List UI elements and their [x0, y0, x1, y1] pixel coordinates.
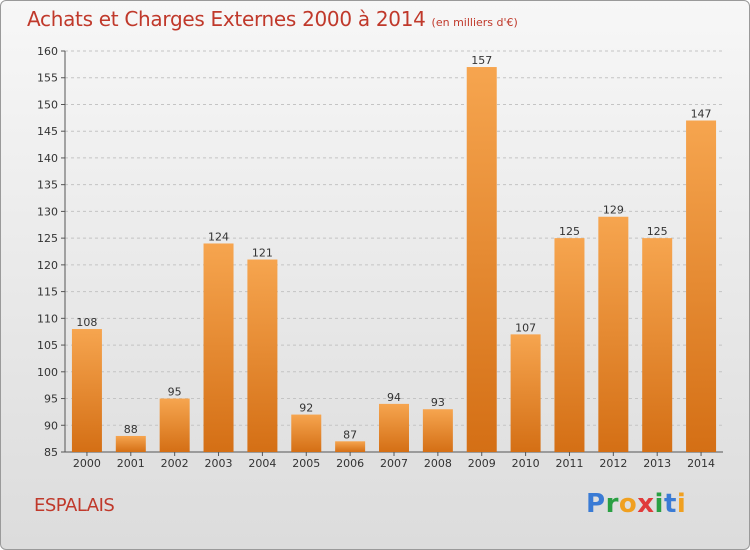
- x-tick-label-2007: 2007: [380, 457, 408, 470]
- y-tick-label: 140: [37, 152, 58, 165]
- bar-2011: [554, 238, 585, 452]
- y-tick-label: 145: [37, 125, 58, 138]
- y-tick-label: 95: [44, 393, 58, 406]
- x-tick-label-2001: 2001: [117, 457, 145, 470]
- x-axis-tick-labels: 2000 2001 2002 2003 2004 2005 2006 2007 2008 2009…: [73, 452, 715, 470]
- data-labels: 108 88 95 124 121 92 87 94 93 157 107 125 129 125 147: [76, 54, 711, 441]
- y-tick-label: 155: [37, 72, 58, 85]
- bar-2012: [598, 216, 629, 452]
- y-tick-label: 105: [37, 339, 58, 352]
- bar-2007: [379, 403, 409, 452]
- logo-letter: i: [654, 489, 664, 519]
- y-tick-label: 110: [37, 312, 58, 325]
- x-tick-label-2013: 2013: [643, 457, 671, 470]
- proxiti-logo: Proxiti: [586, 489, 686, 519]
- x-tick-label-2010: 2010: [512, 457, 540, 470]
- data-label-2007: 94: [387, 391, 401, 404]
- y-tick-label: 90: [44, 419, 58, 432]
- logo-letter: o: [618, 489, 638, 519]
- y-tick-label: 115: [37, 286, 58, 299]
- chart-title: Achats et Charges Externes 2000 à 2014 (e…: [27, 7, 518, 31]
- data-label-2001: 88: [124, 423, 138, 436]
- y-axis-tick-labels: 85 90 95 100 105 110 115 120 125 130 135 140 145 150 1…: [37, 45, 58, 459]
- y-tick-label: 135: [37, 179, 58, 192]
- bar-2000: [71, 329, 102, 452]
- x-tick-label-2014: 2014: [687, 457, 715, 470]
- data-label-2004: 121: [252, 247, 273, 260]
- bars: [71, 67, 717, 453]
- x-tick-label-2006: 2006: [336, 457, 364, 470]
- x-tick-label-2011: 2011: [555, 457, 583, 470]
- chart-unit: (en milliers d'€): [431, 16, 518, 29]
- y-tick-label: 85: [44, 446, 58, 459]
- x-tick-label-2012: 2012: [599, 457, 627, 470]
- bar-2009: [466, 67, 497, 452]
- data-label-2014: 147: [691, 108, 712, 121]
- data-label-2012: 129: [603, 204, 624, 217]
- bar-2001: [115, 435, 146, 452]
- logo-letter: x: [637, 489, 655, 519]
- logo-letter: t: [663, 489, 677, 519]
- y-tick-label: 120: [37, 259, 58, 272]
- data-label-2002: 95: [168, 386, 182, 399]
- data-label-2003: 124: [208, 230, 229, 243]
- x-tick-label-2002: 2002: [161, 457, 189, 470]
- y-tick-label: 130: [37, 205, 58, 218]
- bar-2004: [247, 259, 278, 452]
- y-tick-label: 150: [37, 98, 58, 111]
- bar-2014: [686, 120, 717, 453]
- x-tick-label-2005: 2005: [292, 457, 320, 470]
- data-label-2013: 125: [647, 225, 668, 238]
- data-label-2000: 108: [76, 316, 97, 329]
- bar-2002: [159, 398, 190, 452]
- bar-2003: [203, 243, 234, 452]
- bar-2008: [422, 409, 453, 452]
- bar-2006: [335, 441, 366, 452]
- x-tick-label-2000: 2000: [73, 457, 101, 470]
- bar-2013: [642, 238, 673, 452]
- y-tick-label: 100: [37, 366, 58, 379]
- data-label-2009: 157: [471, 54, 492, 67]
- x-tick-label-2004: 2004: [248, 457, 276, 470]
- data-label-2010: 107: [515, 321, 536, 334]
- data-label-2011: 125: [559, 225, 580, 238]
- logo-letter: P: [586, 489, 606, 519]
- x-tick-label-2008: 2008: [424, 457, 452, 470]
- commune-name: ESPALAIS: [34, 495, 115, 516]
- y-tick-label: 125: [37, 232, 58, 245]
- bar-2010: [510, 334, 541, 452]
- data-label-2008: 93: [431, 396, 445, 409]
- chart-title-text: Achats et Charges Externes 2000 à 2014: [27, 7, 426, 31]
- x-tick-label-2009: 2009: [468, 457, 496, 470]
- data-label-2005: 92: [299, 402, 313, 415]
- data-label-2006: 87: [343, 428, 357, 441]
- bar-2005: [291, 414, 322, 452]
- logo-letter: r: [605, 489, 619, 519]
- logo-letter: i: [676, 489, 687, 519]
- y-tick-label: 160: [37, 45, 58, 58]
- x-tick-label-2003: 2003: [205, 457, 233, 470]
